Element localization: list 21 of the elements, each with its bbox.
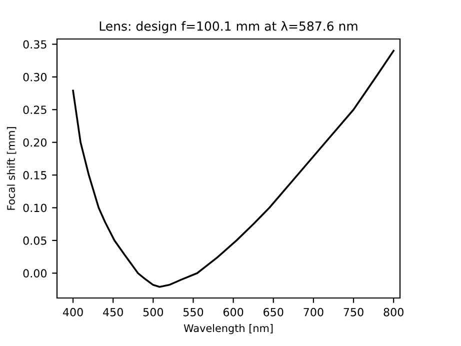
x-tick-label: 500: [143, 308, 164, 316]
x-tick-label: 800: [384, 308, 404, 316]
x-tick-label: 600: [223, 308, 244, 316]
y-tick-label: 0.25: [23, 106, 46, 114]
y-tick-label: 0.35: [23, 40, 46, 49]
y-tick-label: 0.00: [23, 269, 47, 278]
y-tick-label: 0.10: [23, 204, 47, 212]
y-tick-label: 0.05: [23, 236, 46, 245]
chart-title: Lens: design f=100.1 mm at λ=587.6 nm: [100, 21, 358, 34]
y-tick-label: 0.30: [23, 72, 47, 82]
x-tick-label: 700: [304, 308, 324, 316]
x-tick-label: 450: [103, 308, 123, 316]
y-tick-label: 0.15: [23, 171, 46, 180]
x-tick-label: 550: [183, 308, 204, 316]
x-axis-title: Wavelength [nm]: [184, 324, 273, 334]
y-tick-label: 0.20: [23, 138, 47, 147]
x-tick-label: 750: [344, 308, 364, 316]
y-axis-title: Focal shift [mm]: [6, 127, 16, 210]
x-tick-label: 400: [62, 308, 83, 316]
line-series: [72, 50, 394, 288]
x-tick-label: 650: [264, 308, 284, 316]
